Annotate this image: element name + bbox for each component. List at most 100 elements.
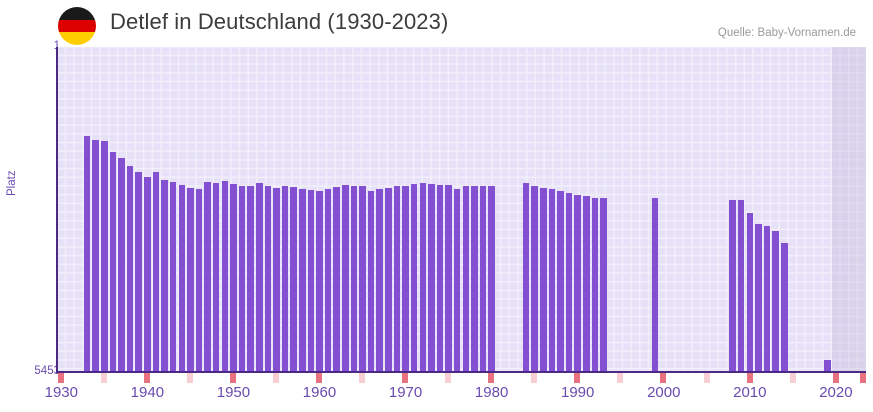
y-axis-title: Platz <box>6 170 18 196</box>
bar-1953[interactable] <box>255 183 263 372</box>
source-attribution: Quelle: Baby-Vornamen.de <box>717 27 856 39</box>
bar-1962[interactable] <box>333 187 340 372</box>
x-tick-1930 <box>58 373 65 383</box>
bar-1972[interactable] <box>419 183 427 372</box>
bar-1952[interactable] <box>247 185 254 372</box>
bar-1954[interactable] <box>264 186 272 372</box>
bar-1975[interactable] <box>445 184 452 372</box>
bar-1938[interactable] <box>126 166 134 372</box>
x-axis-line <box>56 371 866 373</box>
german-flag-icon <box>58 7 96 45</box>
x-tick-2020 <box>832 373 839 383</box>
bar-1943[interactable] <box>169 181 177 372</box>
bar-1959[interactable] <box>307 190 315 372</box>
x-tick-1940 <box>144 373 151 383</box>
bar-1947[interactable] <box>204 181 211 372</box>
bar-1970[interactable] <box>402 185 409 372</box>
bar-1933[interactable] <box>83 135 91 372</box>
bar-1976[interactable] <box>453 188 461 372</box>
x-tick-2005 <box>703 373 710 383</box>
bar-1942[interactable] <box>161 179 168 372</box>
x-tick-1975 <box>445 373 452 383</box>
bar-1971[interactable] <box>410 184 418 372</box>
bar-1948[interactable] <box>212 182 220 372</box>
bar-1945[interactable] <box>187 187 194 372</box>
bar-1950[interactable] <box>230 184 237 372</box>
bar-1977[interactable] <box>462 186 470 372</box>
bar-2014[interactable] <box>780 243 788 372</box>
bar-1934[interactable] <box>92 139 99 372</box>
bar-1960[interactable] <box>316 191 323 372</box>
x-tick-1960 <box>316 373 323 383</box>
bar-1989[interactable] <box>565 193 573 372</box>
x-tick-1990 <box>574 373 581 383</box>
bar-2008[interactable] <box>729 199 736 372</box>
bar-1958[interactable] <box>299 189 306 372</box>
bar-1946[interactable] <box>195 188 203 372</box>
bar-1964[interactable] <box>350 185 358 372</box>
bar-1978[interactable] <box>471 185 478 372</box>
bar-1935[interactable] <box>101 141 108 372</box>
bar-1999[interactable] <box>651 197 659 372</box>
x-axis-ticks <box>57 373 866 383</box>
x-tick-2010 <box>746 373 753 383</box>
bar-1992[interactable] <box>591 197 599 372</box>
bar-1987[interactable] <box>548 189 556 372</box>
bar-1956[interactable] <box>281 185 289 372</box>
x-tick-1970 <box>402 373 409 383</box>
x-tick-1995 <box>617 373 624 383</box>
bar-1986[interactable] <box>539 187 547 372</box>
x-axis-label-1980: 1980 <box>474 384 509 401</box>
bar-1979[interactable] <box>479 185 487 372</box>
bar-2013[interactable] <box>772 230 779 372</box>
bar-2010[interactable] <box>746 213 754 372</box>
bar-1936[interactable] <box>109 151 117 372</box>
bar-1993[interactable] <box>600 197 607 372</box>
y-axis-line <box>56 47 58 373</box>
bar-1974[interactable] <box>436 184 444 372</box>
x-axis-label-1940: 1940 <box>130 384 165 401</box>
x-axis-label-2000: 2000 <box>647 384 681 401</box>
x-tick-1985 <box>531 373 538 383</box>
x-tick-2000 <box>660 373 667 383</box>
y-axis-min-label: 5453 <box>34 365 60 377</box>
bar-1941[interactable] <box>152 171 160 372</box>
bar-1990[interactable] <box>574 194 581 372</box>
x-tick-1945 <box>187 373 194 383</box>
x-axis-label-1950: 1950 <box>216 384 251 401</box>
x-axis-label-1960: 1960 <box>302 384 337 401</box>
bar-1940[interactable] <box>144 176 151 372</box>
bar-1980[interactable] <box>488 185 495 372</box>
bar-2019[interactable] <box>824 359 831 372</box>
bar-1973[interactable] <box>428 184 435 372</box>
bar-series <box>57 47 866 372</box>
bar-1968[interactable] <box>385 187 392 372</box>
bar-1944[interactable] <box>178 185 186 372</box>
bar-1949[interactable] <box>221 181 229 372</box>
bar-1955[interactable] <box>273 187 280 372</box>
x-axis-label-1930: 1930 <box>44 384 78 401</box>
bar-1988[interactable] <box>557 191 564 372</box>
bar-1937[interactable] <box>118 158 125 372</box>
bar-2009[interactable] <box>737 199 745 372</box>
bar-1939[interactable] <box>135 171 143 372</box>
x-tick-2015 <box>789 373 796 383</box>
bar-2011[interactable] <box>755 224 762 372</box>
bar-1957[interactable] <box>290 187 297 372</box>
bar-1985[interactable] <box>531 185 538 372</box>
page-title: Detlef in Deutschland (1930-2023) <box>110 9 449 34</box>
bar-1991[interactable] <box>583 195 590 372</box>
bar-1969[interactable] <box>393 185 401 372</box>
x-axis-label-2020: 2020 <box>819 384 853 401</box>
bar-1961[interactable] <box>324 188 332 372</box>
bar-1984[interactable] <box>522 183 530 372</box>
bar-2012[interactable] <box>763 226 771 372</box>
x-tick-1980 <box>488 373 495 383</box>
bar-1965[interactable] <box>359 185 366 372</box>
x-axis-label-1970: 1970 <box>388 384 423 401</box>
bar-1951[interactable] <box>238 186 246 372</box>
chart-header: Detlef in Deutschland (1930-2023) Quelle… <box>0 0 873 46</box>
bar-1967[interactable] <box>376 188 383 372</box>
bar-1966[interactable] <box>367 190 375 372</box>
bar-1963[interactable] <box>342 185 349 372</box>
